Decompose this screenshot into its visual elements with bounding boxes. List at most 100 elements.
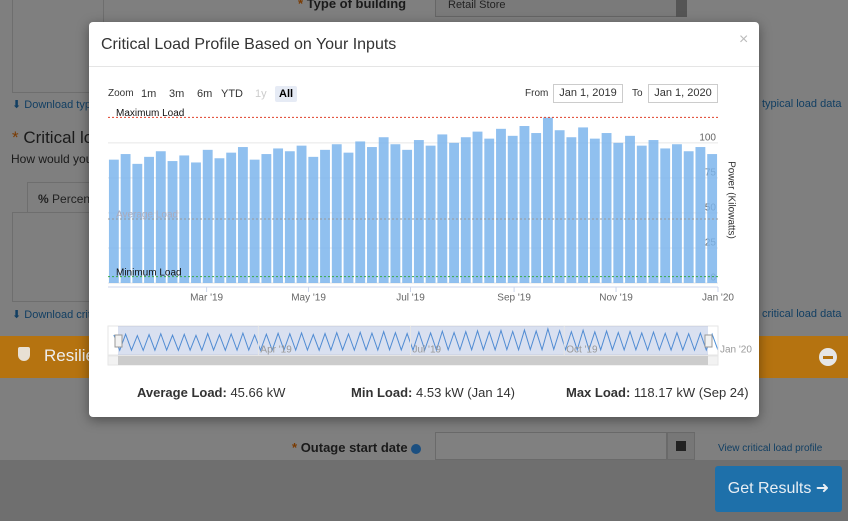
- date-input[interactable]: [435, 432, 667, 460]
- zoom-button[interactable]: All: [275, 86, 298, 102]
- bar: [249, 159, 260, 283]
- tab-text: Percen: [52, 192, 91, 206]
- stat-value: 45.66 kW: [230, 385, 286, 400]
- bar: [437, 134, 448, 283]
- bar: [413, 140, 424, 283]
- bar: [601, 133, 612, 283]
- bar: [425, 145, 436, 283]
- label: Type of building: [306, 0, 407, 11]
- navigator-handle: [114, 334, 123, 348]
- bar: [214, 158, 225, 283]
- heading: * Critical lo: [12, 128, 93, 148]
- section-title: Resilie: [44, 346, 96, 365]
- bar: [237, 147, 248, 283]
- zoom-button[interactable]: 1y: [255, 88, 267, 100]
- to-label: To: [632, 88, 643, 99]
- close-button[interactable]: ×: [739, 31, 749, 48]
- link[interactable]: critical load data: [762, 308, 842, 320]
- modal-title: Critical Load Profile Based on Your Inpu…: [101, 36, 397, 53]
- required-mark: *: [298, 0, 304, 11]
- zoom-button[interactable]: YTD: [221, 88, 243, 100]
- button-text: Get Results: [727, 480, 812, 497]
- plot-line-label: Maximum Load: [116, 108, 184, 119]
- divider: [89, 66, 759, 67]
- zoom-button[interactable]: 1m: [141, 88, 157, 100]
- link[interactable]: View critical load profile: [718, 443, 823, 454]
- tab-icon: %: [38, 192, 49, 206]
- collapse-icon[interactable]: [819, 348, 837, 366]
- navigator-tick-label: Jul '19: [412, 345, 441, 356]
- y-tick-label: 100: [699, 132, 716, 143]
- y-axis-title: Power (Kilowatts): [725, 161, 736, 239]
- stat-label: Min Load:: [351, 385, 413, 400]
- plot-line-label: Minimum Load: [116, 267, 182, 278]
- bar: [695, 147, 706, 283]
- field-label: * Outage start date: [292, 440, 422, 455]
- zoom-label: Zoom: [108, 88, 134, 99]
- bar: [108, 159, 119, 283]
- label: Outage start date: [300, 440, 408, 455]
- navigator-mask: [118, 326, 708, 355]
- bar: [284, 151, 295, 283]
- bar: [191, 162, 201, 283]
- bar: [578, 127, 589, 283]
- bar: [496, 128, 506, 283]
- navigator-series: [113, 326, 719, 352]
- bar: [484, 138, 495, 283]
- bar: [273, 148, 284, 283]
- link-text: Download criti: [24, 309, 94, 321]
- bar: [261, 154, 272, 283]
- navigator-tick-label: Jan '20: [720, 345, 752, 356]
- bar: [449, 142, 459, 283]
- bar: [566, 137, 577, 283]
- from-label: From: [525, 88, 549, 99]
- footer: [0, 460, 848, 521]
- bar: [367, 147, 377, 283]
- info-icon: [411, 443, 422, 454]
- x-tick-label: Jan '20: [702, 293, 734, 304]
- bar: [144, 156, 154, 283]
- x-tick-label: Nov '19: [599, 293, 633, 304]
- link[interactable]: typical load data: [762, 98, 842, 110]
- zoom-button[interactable]: 3m: [169, 88, 185, 100]
- x-tick-label: Jul '19: [396, 293, 425, 304]
- from-input[interactable]: Jan 1, 2019: [553, 84, 623, 103]
- bar: [554, 130, 565, 283]
- calendar-button[interactable]: [667, 432, 695, 460]
- bar: [542, 117, 553, 283]
- x-tick-label: May '19: [291, 293, 326, 304]
- get-results-button[interactable]: Get Results ➜: [715, 466, 842, 512]
- bar: [507, 135, 518, 283]
- bar: [683, 151, 694, 283]
- shield-icon: [18, 347, 30, 361]
- select-arrow: [676, 0, 687, 17]
- bar: [625, 135, 635, 283]
- heading-text: Critical lo: [23, 128, 94, 147]
- link-text: Download typi: [24, 99, 94, 111]
- bar: [202, 149, 213, 283]
- zoom-button[interactable]: 6m: [197, 88, 213, 100]
- bar: [296, 145, 307, 283]
- download-link[interactable]: ⬇ Download typi: [12, 99, 94, 111]
- bar: [636, 145, 647, 283]
- navigator-tick-label: Apr '19: [260, 345, 292, 356]
- bar: [672, 144, 682, 283]
- bar: [613, 142, 624, 283]
- x-tick-label: Mar '19: [190, 293, 223, 304]
- bar: [660, 148, 671, 283]
- navigator-handle: [704, 334, 713, 348]
- bar: [472, 131, 483, 283]
- bar: [355, 141, 366, 283]
- required-mark: *: [12, 128, 19, 147]
- download-link[interactable]: ⬇ Download criti: [12, 309, 94, 321]
- stat-value: 118.17 kW (Sep 24): [633, 385, 749, 400]
- to-input[interactable]: Jan 1, 2020: [648, 84, 718, 103]
- stat: Min Load: 4.53 kW (Jan 14): [351, 385, 515, 400]
- stat-value: 4.53 kW (Jan 14): [416, 385, 516, 400]
- bar: [132, 163, 143, 283]
- x-tick-label: Sep '19: [497, 293, 531, 304]
- bar: [378, 137, 389, 283]
- bar: [390, 144, 401, 283]
